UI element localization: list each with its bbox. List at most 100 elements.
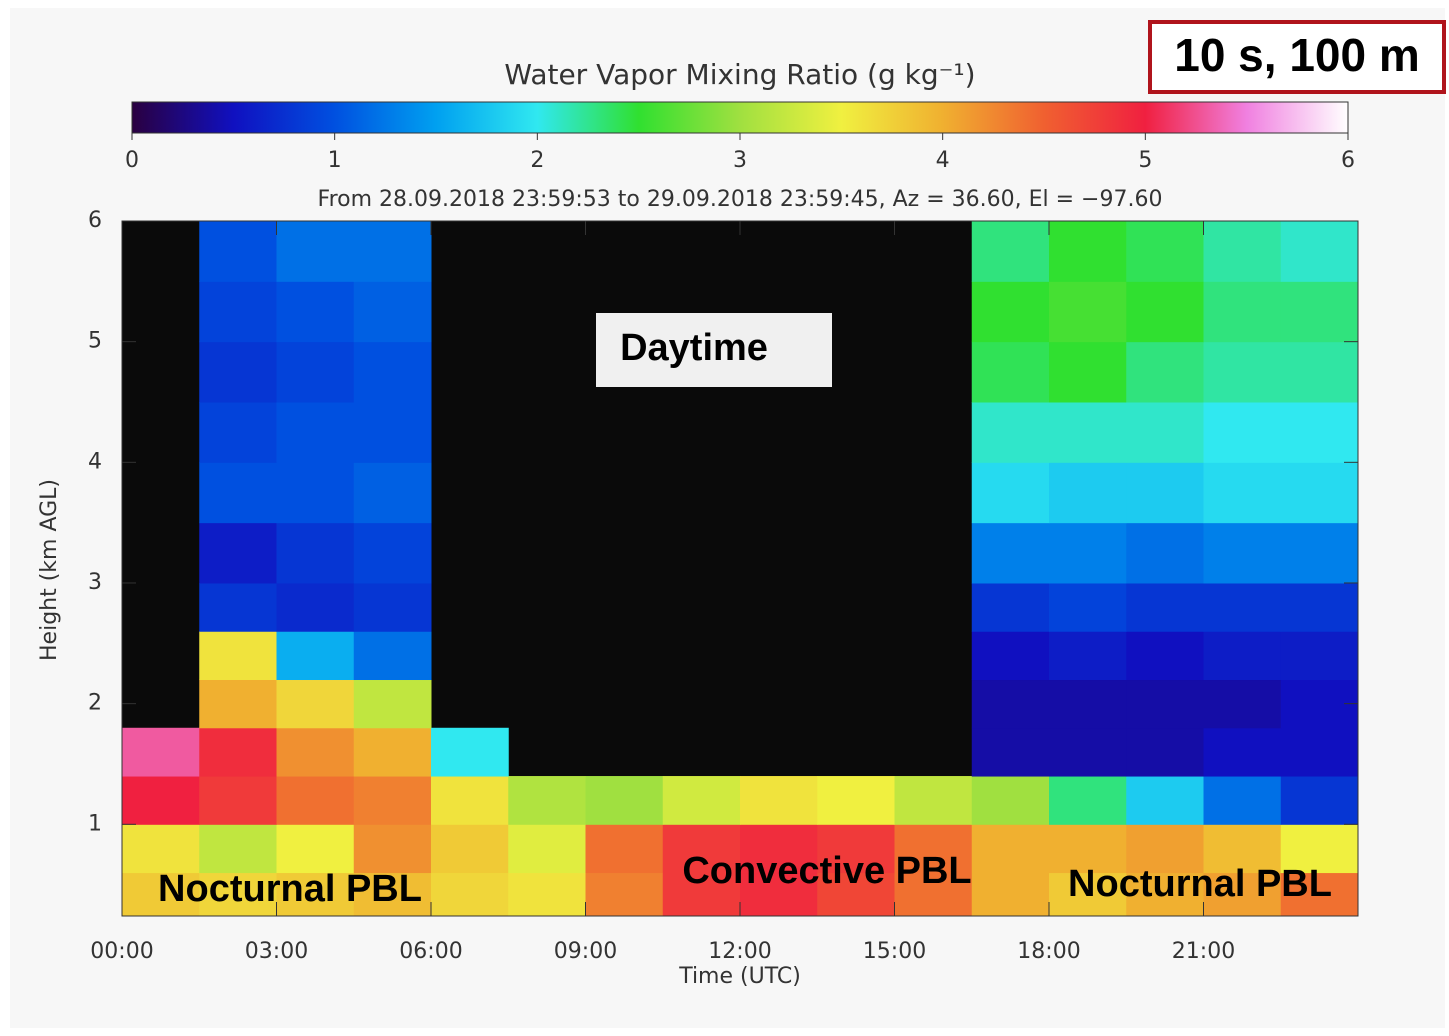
heatmap-cell (1126, 342, 1204, 403)
heatmap-cell (354, 221, 432, 282)
heatmap-cell (1281, 402, 1359, 463)
y-tick-label: 5 (88, 329, 102, 354)
heatmap-cell (972, 728, 1050, 777)
heatmap-cell (1049, 631, 1127, 680)
x-tick-label: 18:00 (1017, 939, 1080, 964)
annotation: Convective PBL (682, 850, 971, 892)
y-tick-label: 4 (88, 449, 102, 474)
heatmap-cell (354, 342, 432, 403)
heatmap-cell (1126, 680, 1204, 729)
heatmap-cell (277, 776, 355, 825)
heatmap-cell (1204, 342, 1282, 403)
x-tick-label: 21:00 (1172, 939, 1235, 964)
colorbar (132, 102, 1348, 133)
colorbar-tick-label: 5 (1138, 148, 1152, 173)
heatmap-cell (1049, 583, 1127, 632)
heatmap-cell (1126, 776, 1204, 825)
subtitle: From 28.09.2018 23:59:53 to 29.09.2018 2… (318, 187, 1163, 212)
heatmap-cell (199, 728, 277, 777)
heatmap-cell (354, 583, 432, 632)
heatmap-cell (1126, 583, 1204, 632)
heatmap-cell (354, 631, 432, 680)
heatmap-cell (1049, 680, 1127, 729)
heatmap-cell (1049, 523, 1127, 584)
y-tick-label: 6 (88, 208, 102, 233)
colorbar-tick-label: 4 (936, 148, 950, 173)
heatmap-cell (972, 680, 1050, 729)
heatmap-cell (972, 583, 1050, 632)
heatmap-cell (122, 824, 200, 873)
heatmap-cell (1049, 281, 1127, 342)
heatmap-cell (1281, 776, 1359, 825)
heatmap-cell (199, 776, 277, 825)
heatmap-cell (1281, 583, 1359, 632)
heatmap-cell (972, 776, 1050, 825)
heatmap-cell (431, 873, 509, 917)
heatmap-cell (1281, 728, 1359, 777)
heatmap-cell (277, 462, 355, 523)
heatmap-cell (277, 342, 355, 403)
annotation: Daytime (620, 327, 768, 369)
heatmap-cell (1126, 631, 1204, 680)
heatmap-cell (1204, 402, 1282, 463)
heatmap-cell (354, 728, 432, 777)
heatmap-cell (199, 523, 277, 584)
heatmap-cell (1126, 221, 1204, 282)
heatmap-cell (199, 342, 277, 403)
colorbar-tick-label: 2 (530, 148, 544, 173)
y-tick-label: 1 (88, 811, 102, 836)
heatmap-cell (199, 402, 277, 463)
x-tick-label: 06:00 (399, 939, 462, 964)
x-tick-label: 03:00 (245, 939, 308, 964)
heatmap-cell (1126, 402, 1204, 463)
heatmap-cell (1204, 583, 1282, 632)
heatmap-cell (1281, 523, 1359, 584)
heatmap-cell (972, 281, 1050, 342)
heatmap-cell (122, 776, 200, 825)
heatmap-cell (1281, 281, 1359, 342)
heatmap-cell (277, 824, 355, 873)
heatmap-cell (354, 523, 432, 584)
heatmap-cell (1126, 728, 1204, 777)
heatmap-cell (122, 728, 200, 777)
heatmap-cell (895, 776, 973, 825)
resolution-label: 10 s, 100 m (1174, 29, 1420, 81)
x-tick-label: 15:00 (863, 939, 926, 964)
heatmap-cell (354, 680, 432, 729)
heatmap-cell (508, 776, 586, 825)
heatmap-cell (972, 402, 1050, 463)
heatmap-cell (277, 281, 355, 342)
heatmap-cell (1049, 776, 1127, 825)
heatmap-cell (199, 583, 277, 632)
heatmap-cell (1126, 462, 1204, 523)
heatmap-cell (354, 462, 432, 523)
heatmap-cell (1204, 776, 1282, 825)
heatmap-cell (972, 462, 1050, 523)
heatmap-cell (1281, 462, 1359, 523)
heatmap-cell (199, 462, 277, 523)
colorbar-title: Water Vapor Mixing Ratio (g kg⁻¹) (504, 58, 975, 91)
y-tick-label: 2 (88, 691, 102, 716)
heatmap-cell (354, 824, 432, 873)
heatmap-cell (586, 824, 664, 873)
heatmap-cell (277, 402, 355, 463)
heatmap-cell (431, 824, 509, 873)
heatmap-cell (1049, 462, 1127, 523)
heatmap-cell (199, 281, 277, 342)
heatmap-cell (1204, 680, 1282, 729)
heatmap-cell (1049, 342, 1127, 403)
heatmap-cell (1204, 631, 1282, 680)
y-axis-label: Height (km AGL) (37, 479, 62, 661)
y-tick-label: 3 (88, 570, 102, 595)
colorbar-tick-label: 1 (328, 148, 342, 173)
heatmap-cell (1204, 523, 1282, 584)
heatmap-cell (277, 728, 355, 777)
heatmap-cell (199, 221, 277, 282)
heatmap-cell (508, 873, 586, 917)
heatmap-cell (1204, 462, 1282, 523)
x-tick-label: 00:00 (90, 939, 153, 964)
heatmap-cell (277, 583, 355, 632)
x-tick-label: 09:00 (554, 939, 617, 964)
